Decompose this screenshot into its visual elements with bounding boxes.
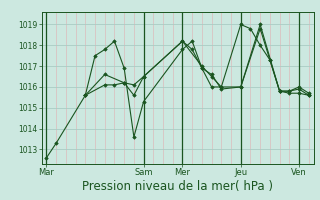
X-axis label: Pression niveau de la mer( hPa ): Pression niveau de la mer( hPa ): [82, 180, 273, 193]
